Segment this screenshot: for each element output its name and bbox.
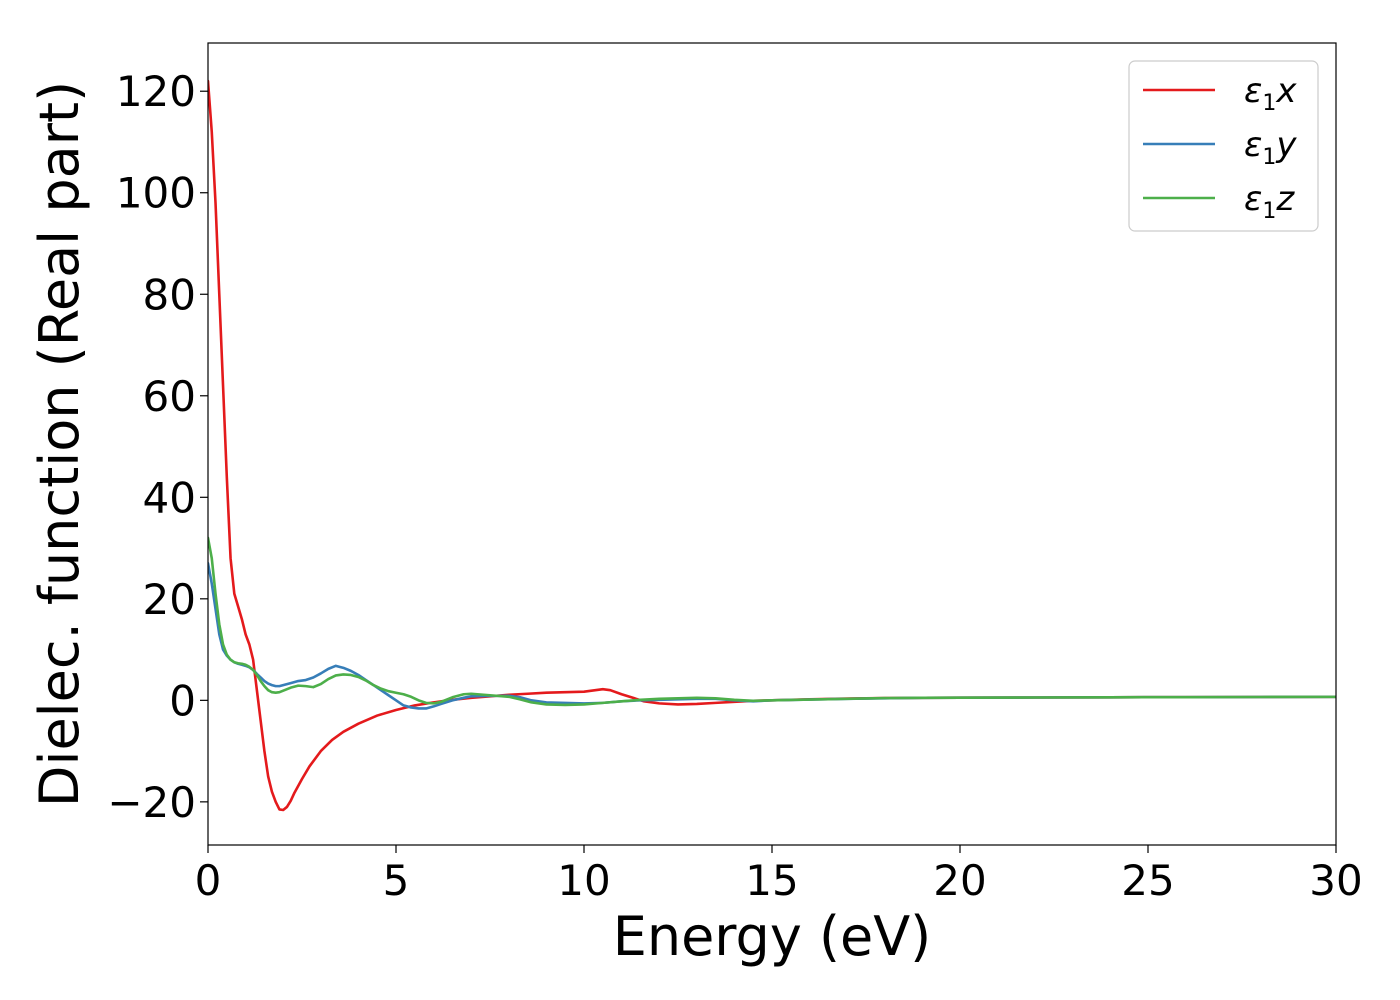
y-tick-label: 120 — [116, 67, 196, 116]
x-axis-title: Energy (eV) — [613, 905, 932, 968]
legend-label-x: ε1x — [1244, 71, 1297, 116]
series-line-z — [208, 536, 1336, 707]
x-tick-label: 5 — [383, 856, 410, 905]
x-tick-label: 10 — [557, 856, 610, 905]
y-tick-label: −20 — [107, 778, 196, 827]
y-tick-label: 20 — [143, 575, 196, 624]
legend-label-z: ε1z — [1244, 179, 1295, 224]
y-tick-label: 100 — [116, 169, 196, 218]
y-tick-label: 60 — [143, 372, 196, 421]
legend-box — [1128, 60, 1319, 232]
legend-label-y: ε1y — [1244, 125, 1297, 170]
y-tick-label: 80 — [143, 270, 196, 319]
y-axis: −20 0 20 40 60 80 100 120 — [107, 67, 208, 827]
x-axis: 0 5 10 15 20 25 30 — [195, 845, 1363, 905]
x-tick-label: 15 — [745, 856, 798, 905]
series-layer — [208, 79, 1336, 812]
y-axis-title: Dielec. function (Real part) — [28, 81, 91, 807]
x-tick-label: 0 — [195, 856, 222, 905]
y-tick-label: 40 — [143, 473, 196, 522]
legend: ε1x ε1y ε1z — [1128, 60, 1319, 232]
x-tick-label: 30 — [1309, 856, 1362, 905]
x-tick-label: 25 — [1121, 856, 1174, 905]
y-tick-label: 0 — [169, 676, 196, 725]
x-tick-label: 20 — [933, 856, 986, 905]
